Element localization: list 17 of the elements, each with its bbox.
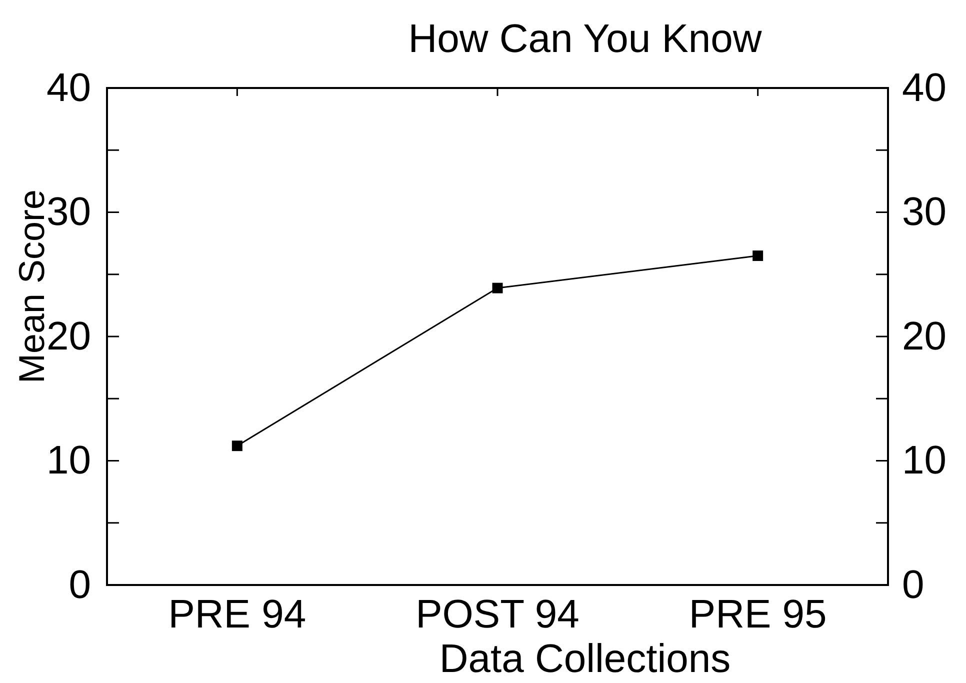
y2-tick-label: 30 — [902, 190, 946, 234]
y2-tick-label: 20 — [902, 314, 946, 358]
x-tick-label: PRE 95 — [688, 592, 827, 636]
y-tick-label: 40 — [46, 66, 91, 110]
y-tick-label: 0 — [68, 562, 91, 607]
point — [752, 250, 764, 261]
chart-title: How Can You Know — [408, 17, 762, 61]
y-tick-label: 30 — [46, 190, 91, 234]
x-tick-label: PRE 94 — [168, 592, 306, 636]
y2-tick-label: 40 — [902, 66, 946, 110]
y2-tick-label: 10 — [902, 438, 946, 483]
point — [492, 282, 503, 294]
y-tick-label: 10 — [46, 438, 91, 483]
point — [232, 440, 242, 452]
x-tick-label: POST 94 — [416, 592, 580, 636]
x-axis-title: Data Collections — [439, 637, 731, 681]
y2-tick-label: 0 — [902, 562, 924, 607]
